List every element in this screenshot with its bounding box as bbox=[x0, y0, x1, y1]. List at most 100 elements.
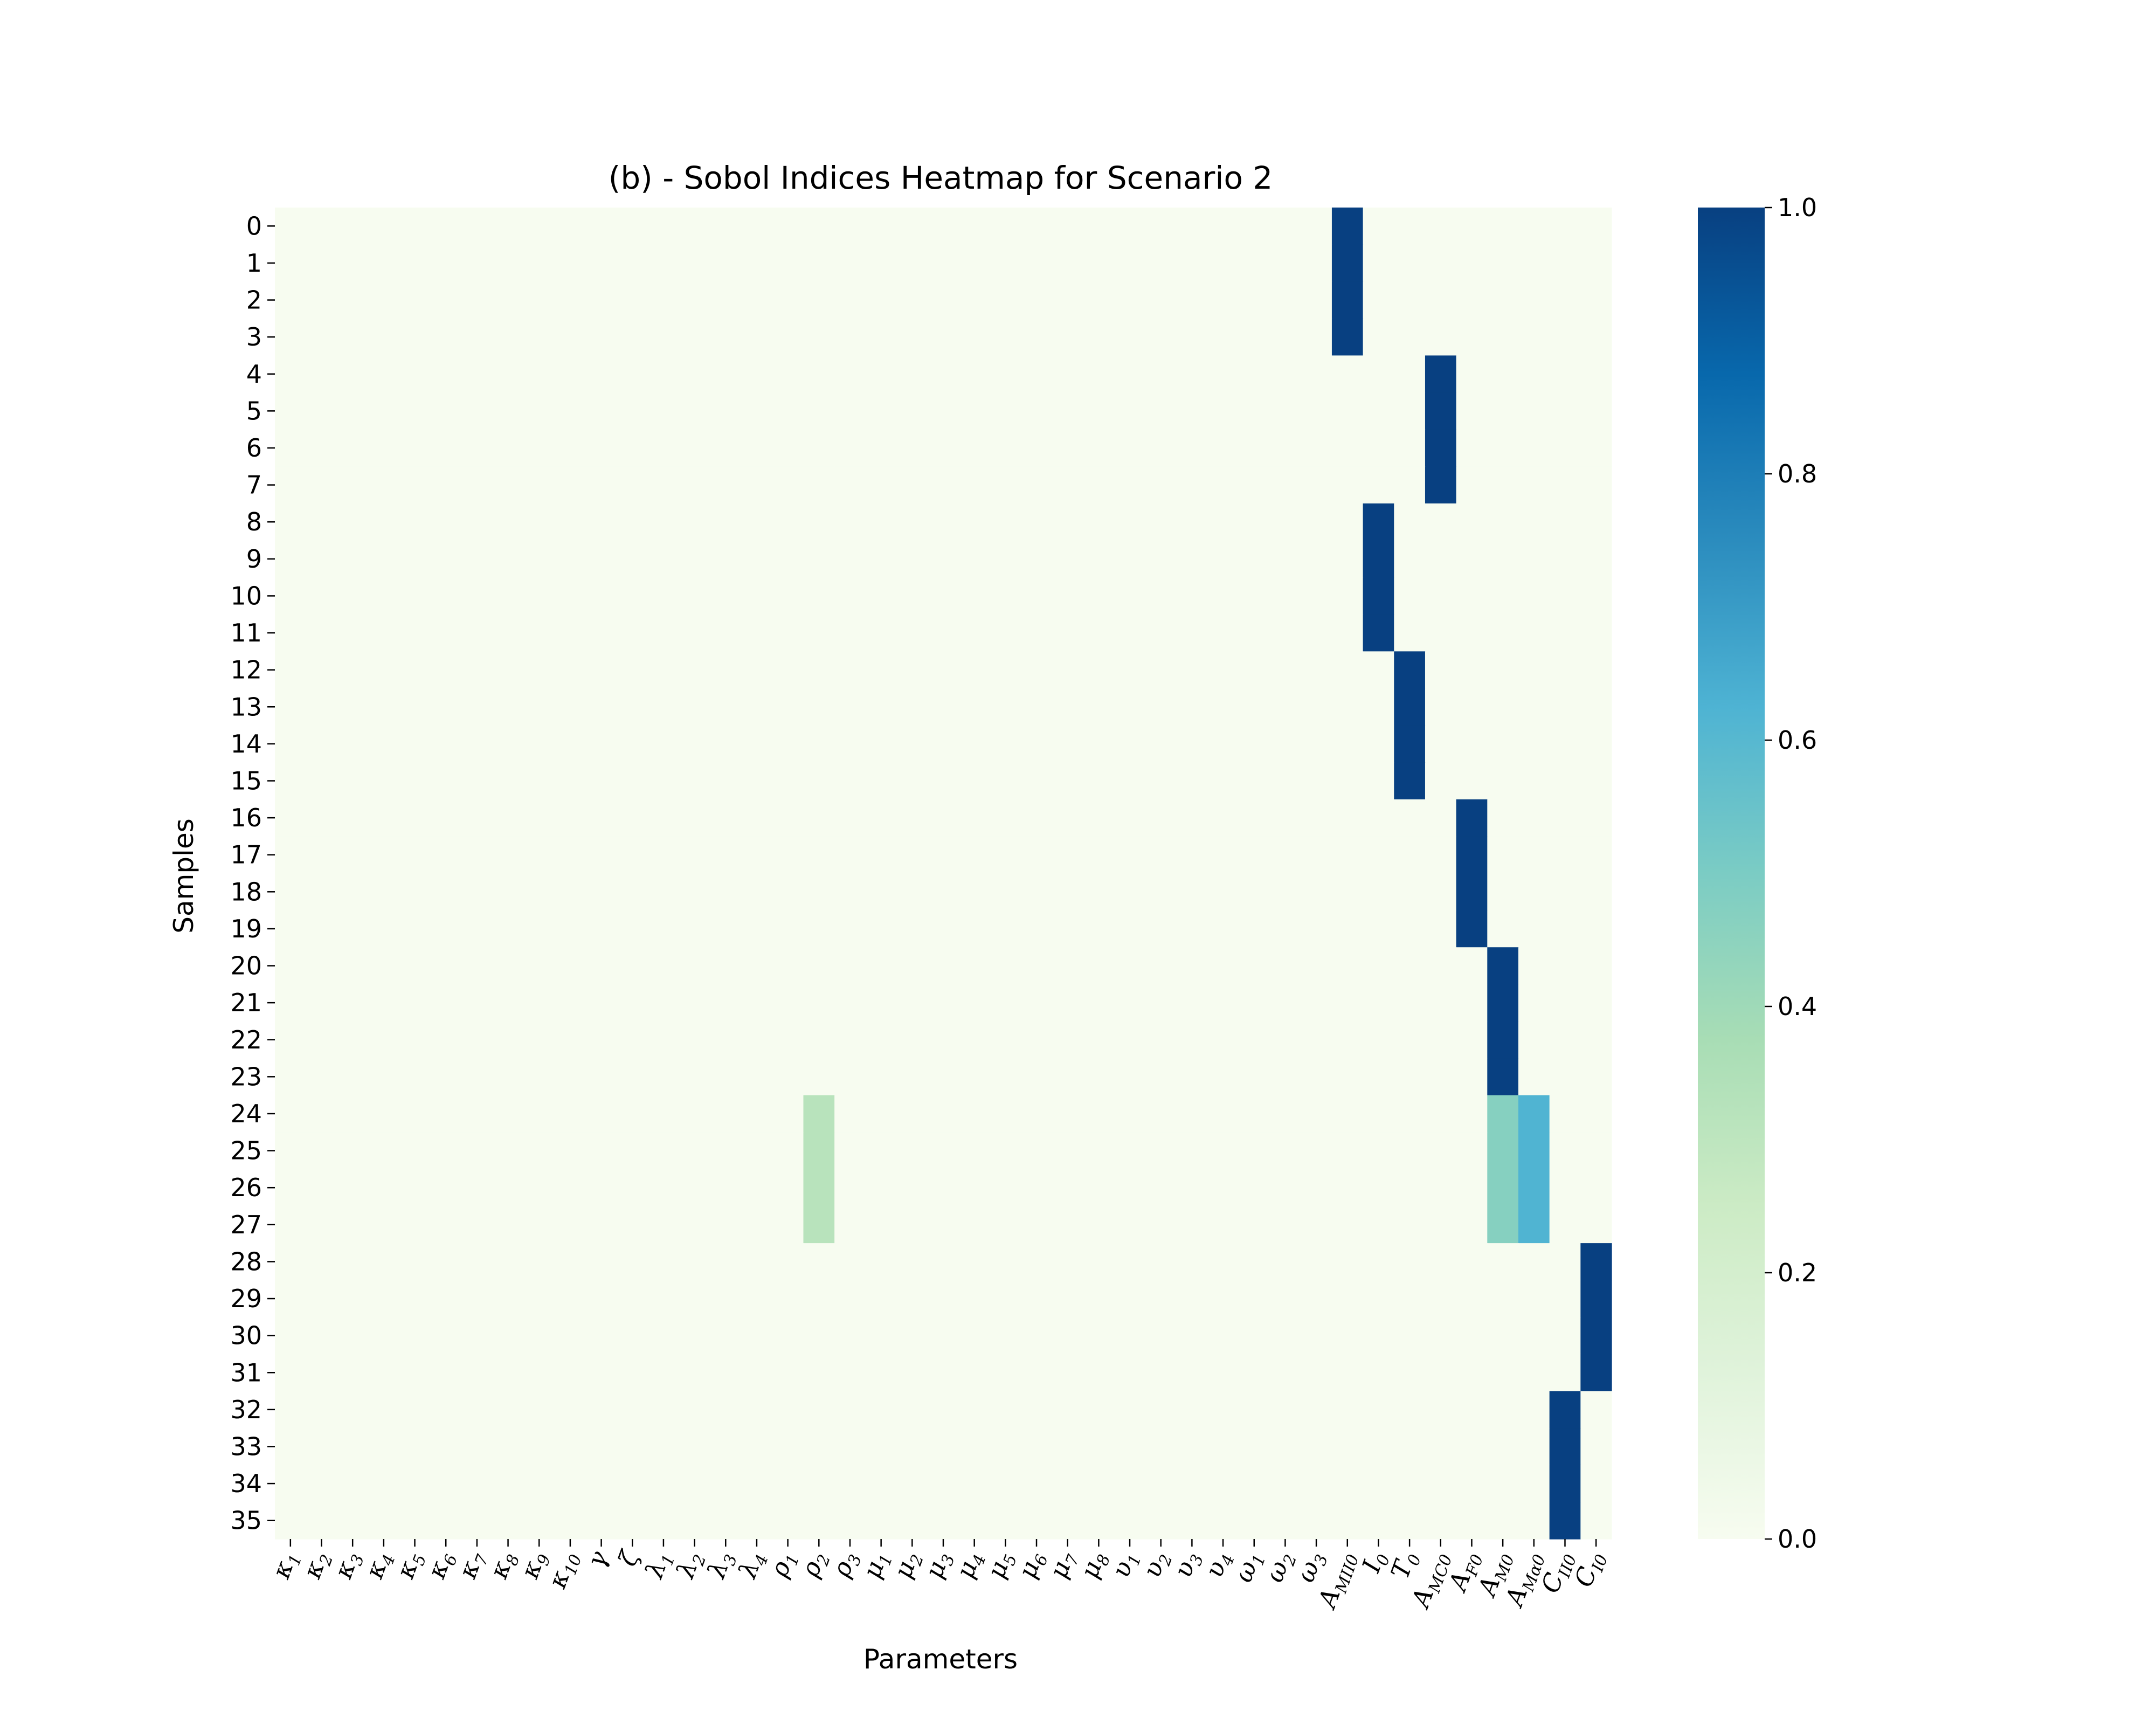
heatmap-cell bbox=[958, 1354, 991, 1392]
heatmap-cell bbox=[430, 392, 462, 430]
heatmap-cell bbox=[1114, 725, 1146, 763]
heatmap-cell bbox=[1083, 1317, 1115, 1355]
heatmap-cell bbox=[1021, 614, 1053, 652]
heatmap-cell bbox=[1145, 318, 1177, 356]
heatmap-cell bbox=[1487, 873, 1519, 911]
heatmap-cell bbox=[492, 1021, 524, 1059]
heatmap-cell bbox=[306, 208, 337, 245]
heatmap-cell bbox=[1207, 466, 1239, 504]
heatmap-cell bbox=[1238, 1465, 1270, 1502]
heatmap-cell bbox=[803, 762, 835, 800]
heatmap-cell bbox=[1083, 1428, 1115, 1466]
heatmap-cell bbox=[1269, 984, 1301, 1022]
heatmap-cell bbox=[1083, 281, 1115, 319]
heatmap-cell bbox=[1207, 1058, 1239, 1096]
heatmap-cell bbox=[1331, 1280, 1364, 1317]
heatmap-cell bbox=[461, 355, 493, 393]
heatmap-cell bbox=[1083, 1169, 1115, 1207]
heatmap-cell bbox=[1114, 1354, 1146, 1392]
heatmap-cell bbox=[865, 1391, 897, 1429]
heatmap-cell bbox=[523, 392, 555, 430]
heatmap-cell bbox=[275, 1465, 307, 1502]
heatmap-cell bbox=[1114, 947, 1146, 985]
heatmap-cell bbox=[617, 318, 648, 356]
heatmap-cell bbox=[399, 688, 431, 726]
heatmap-cell bbox=[990, 984, 1021, 1022]
heatmap-cell bbox=[834, 355, 866, 393]
heatmap-cell bbox=[1145, 392, 1177, 430]
y-tick-label: 35 bbox=[230, 1506, 262, 1535]
heatmap-cell bbox=[834, 1206, 866, 1244]
heatmap-cell bbox=[399, 1280, 431, 1317]
heatmap-cell bbox=[1021, 1021, 1053, 1059]
heatmap-cell bbox=[1549, 1391, 1581, 1429]
heatmap-cell bbox=[1301, 1280, 1332, 1317]
heatmap-cell bbox=[1331, 651, 1364, 689]
heatmap-cell bbox=[896, 355, 928, 393]
heatmap-cell bbox=[1052, 614, 1084, 652]
heatmap-cell bbox=[1456, 1169, 1488, 1207]
heatmap-cell bbox=[1580, 1317, 1612, 1355]
heatmap-cell bbox=[492, 1132, 524, 1170]
heatmap-cell bbox=[492, 1354, 524, 1392]
heatmap-cell bbox=[648, 392, 680, 430]
heatmap-cell bbox=[617, 614, 648, 652]
heatmap-cell bbox=[492, 1502, 524, 1540]
x-tick-label: ζ bbox=[612, 1545, 645, 1570]
heatmap-cell bbox=[928, 1428, 959, 1466]
heatmap-cell bbox=[1301, 1243, 1332, 1281]
heatmap-cell bbox=[679, 614, 711, 652]
heatmap-cell bbox=[1083, 1206, 1115, 1244]
heatmap-cell bbox=[1145, 281, 1177, 319]
heatmap-cell bbox=[1176, 392, 1208, 430]
heatmap-cell bbox=[1518, 540, 1550, 578]
heatmap-cell bbox=[1207, 429, 1239, 467]
heatmap-cell bbox=[399, 762, 431, 800]
heatmap-cell bbox=[555, 688, 586, 726]
heatmap-cell bbox=[772, 1206, 804, 1244]
heatmap-cell bbox=[1394, 1132, 1426, 1170]
heatmap-cell bbox=[430, 577, 462, 615]
heatmap-cell bbox=[337, 577, 369, 615]
heatmap-cell bbox=[306, 1317, 337, 1355]
heatmap-cell bbox=[1207, 947, 1239, 985]
heatmap-cell bbox=[1114, 1502, 1146, 1540]
heatmap-cell bbox=[865, 1169, 897, 1207]
heatmap-cell bbox=[617, 244, 648, 282]
heatmap-cell bbox=[1238, 651, 1270, 689]
heatmap-cell bbox=[1549, 1243, 1581, 1281]
heatmap-cell bbox=[399, 503, 431, 541]
heatmap-cell bbox=[617, 799, 648, 837]
heatmap-cell bbox=[1394, 1317, 1426, 1355]
heatmap-cell bbox=[834, 318, 866, 356]
heatmap-cell bbox=[1238, 1280, 1270, 1317]
heatmap-cell bbox=[896, 651, 928, 689]
heatmap-cell bbox=[1331, 947, 1364, 985]
heatmap-cell bbox=[1363, 1391, 1394, 1429]
heatmap-cell bbox=[1176, 281, 1208, 319]
heatmap-cell bbox=[1083, 614, 1115, 652]
heatmap-cell bbox=[772, 910, 804, 948]
heatmap-cell bbox=[896, 244, 928, 282]
heatmap-cell bbox=[865, 984, 897, 1022]
heatmap-cell bbox=[772, 799, 804, 837]
heatmap-cell bbox=[803, 540, 835, 578]
heatmap-cell bbox=[648, 1095, 680, 1133]
heatmap-cell bbox=[865, 836, 897, 874]
heatmap-cell bbox=[958, 1169, 991, 1207]
heatmap-cell bbox=[648, 947, 680, 985]
heatmap-cell bbox=[1549, 725, 1581, 763]
heatmap-cell bbox=[1580, 355, 1612, 393]
heatmap-cell bbox=[617, 688, 648, 726]
heatmap-cell bbox=[1549, 799, 1581, 837]
heatmap-cell bbox=[1238, 208, 1270, 245]
heatmap-cell bbox=[585, 688, 618, 726]
heatmap-cell bbox=[1083, 984, 1115, 1022]
heatmap-cell bbox=[368, 651, 400, 689]
heatmap-cell bbox=[958, 688, 991, 726]
heatmap-cell bbox=[523, 1391, 555, 1429]
heatmap-cell bbox=[710, 910, 742, 948]
heatmap-cell bbox=[585, 355, 618, 393]
heatmap-cell bbox=[430, 1465, 462, 1502]
heatmap-cell bbox=[1580, 947, 1612, 985]
